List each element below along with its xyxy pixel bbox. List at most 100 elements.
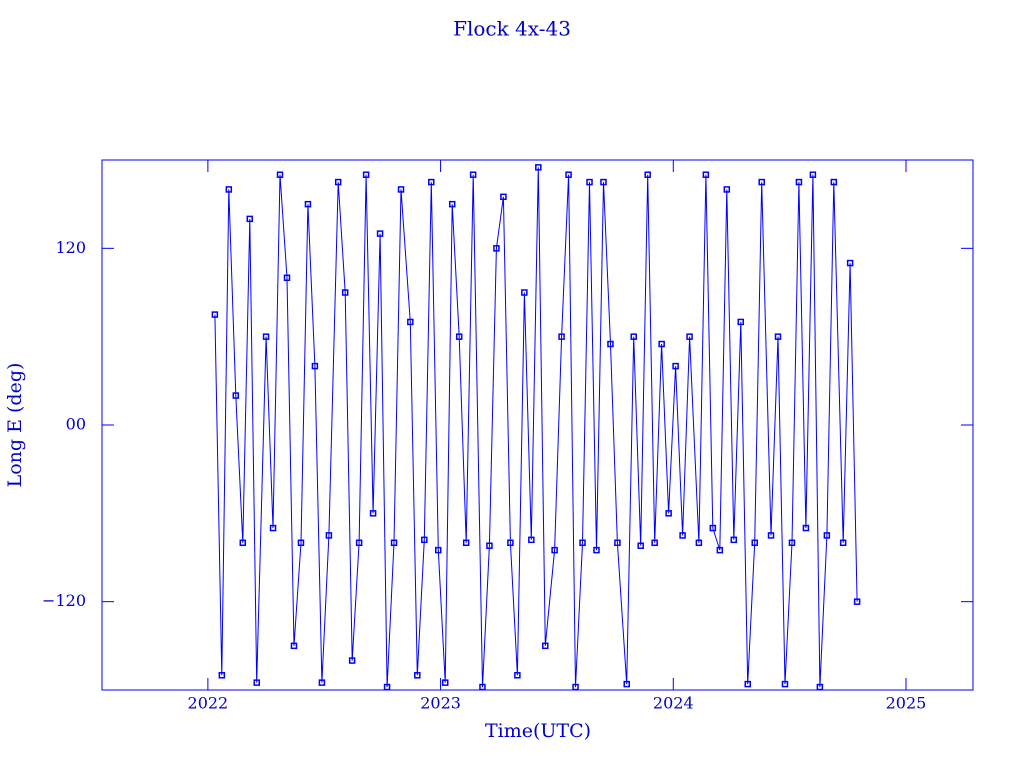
- x-tick-label: 2025: [886, 694, 927, 713]
- y-axis-label: Long E (deg): [4, 363, 26, 488]
- data-point: [397, 186, 405, 193]
- data-point: [521, 289, 528, 296]
- data-point: [507, 539, 514, 547]
- data-point: [737, 318, 745, 326]
- data-point: [565, 171, 572, 178]
- data-line: [214, 167, 858, 688]
- data-point: [774, 333, 782, 340]
- data-point: [781, 680, 789, 688]
- data-point: [479, 683, 486, 691]
- data-point: [269, 524, 277, 532]
- data-point: [469, 171, 477, 178]
- data-point: [318, 679, 326, 686]
- data-point: [586, 178, 593, 186]
- data-point: [421, 536, 428, 544]
- data-point: [839, 539, 847, 547]
- data-point: [730, 536, 738, 544]
- data-point: [376, 230, 384, 237]
- data-point: [702, 171, 710, 178]
- data-point: [846, 259, 854, 267]
- data-point: [795, 178, 803, 186]
- x-tick-label: 2023: [420, 694, 461, 713]
- data-point: [658, 340, 665, 348]
- data-point: [709, 524, 717, 532]
- data-point: [614, 539, 621, 547]
- data-point: [253, 679, 260, 686]
- data-point: [334, 178, 342, 186]
- chart-title: Flock 4x-43: [453, 17, 571, 41]
- data-point: [407, 318, 414, 326]
- data-point: [630, 333, 637, 340]
- data-point: [500, 193, 507, 201]
- y-tick-label: 120: [55, 238, 86, 257]
- data-point: [809, 171, 817, 178]
- data-point: [325, 532, 333, 539]
- data-point: [600, 178, 607, 186]
- data-point: [686, 333, 693, 340]
- data-point: [218, 672, 226, 679]
- data-point: [651, 539, 658, 547]
- data-point: [551, 546, 558, 554]
- data-point: [637, 542, 644, 549]
- data-point: [723, 186, 731, 193]
- data-point: [558, 333, 565, 340]
- data-point: [758, 178, 765, 186]
- data-point: [644, 171, 651, 178]
- data-point: [679, 532, 686, 539]
- data-point: [455, 333, 463, 340]
- data-point: [239, 539, 247, 547]
- data-point: [823, 532, 831, 539]
- data-point: [593, 546, 600, 554]
- x-axis-label: Time(UTC): [485, 720, 591, 742]
- data-point: [383, 683, 391, 691]
- data-point: [744, 680, 751, 688]
- data-point: [665, 510, 672, 517]
- data-point: [246, 215, 254, 223]
- data-point: [441, 679, 449, 686]
- data-point: [262, 333, 270, 340]
- data-point: [579, 539, 586, 547]
- data-point: [448, 200, 456, 208]
- data-point: [695, 539, 703, 547]
- data-point: [225, 186, 233, 193]
- data-point: [816, 683, 824, 691]
- data-point: [348, 657, 356, 664]
- data-point: [802, 524, 810, 532]
- data-point: [572, 683, 579, 691]
- data-point: [535, 164, 542, 171]
- data-point: [528, 536, 535, 544]
- data-point: [290, 642, 298, 650]
- y-tick-label: 00: [66, 415, 86, 434]
- data-point: [355, 539, 363, 547]
- data-point: [369, 510, 377, 517]
- data-point: [672, 362, 679, 370]
- data-point: [716, 546, 724, 554]
- x-tick-label: 2022: [188, 694, 229, 713]
- data-point: [486, 542, 493, 549]
- data-point: [542, 642, 549, 650]
- data-point: [853, 598, 861, 605]
- data-point: [414, 672, 421, 679]
- data-point: [493, 245, 500, 252]
- y-tick-label: −120: [42, 591, 86, 610]
- data-point: [623, 680, 630, 688]
- data-point: [514, 672, 521, 679]
- data-point: [767, 532, 775, 539]
- data-point: [435, 546, 442, 554]
- data-point: [362, 171, 370, 178]
- data-point: [788, 539, 796, 547]
- data-point: [311, 362, 319, 370]
- data-point: [428, 178, 435, 186]
- data-point: [830, 178, 838, 186]
- data-point: [283, 274, 291, 282]
- data-point: [751, 539, 758, 547]
- x-tick-label: 2024: [653, 694, 694, 713]
- data-point: [607, 340, 614, 348]
- data-point: [390, 539, 398, 547]
- data-point: [211, 311, 219, 318]
- data-point: [297, 539, 305, 547]
- data-point: [304, 200, 312, 208]
- data-point: [341, 289, 349, 296]
